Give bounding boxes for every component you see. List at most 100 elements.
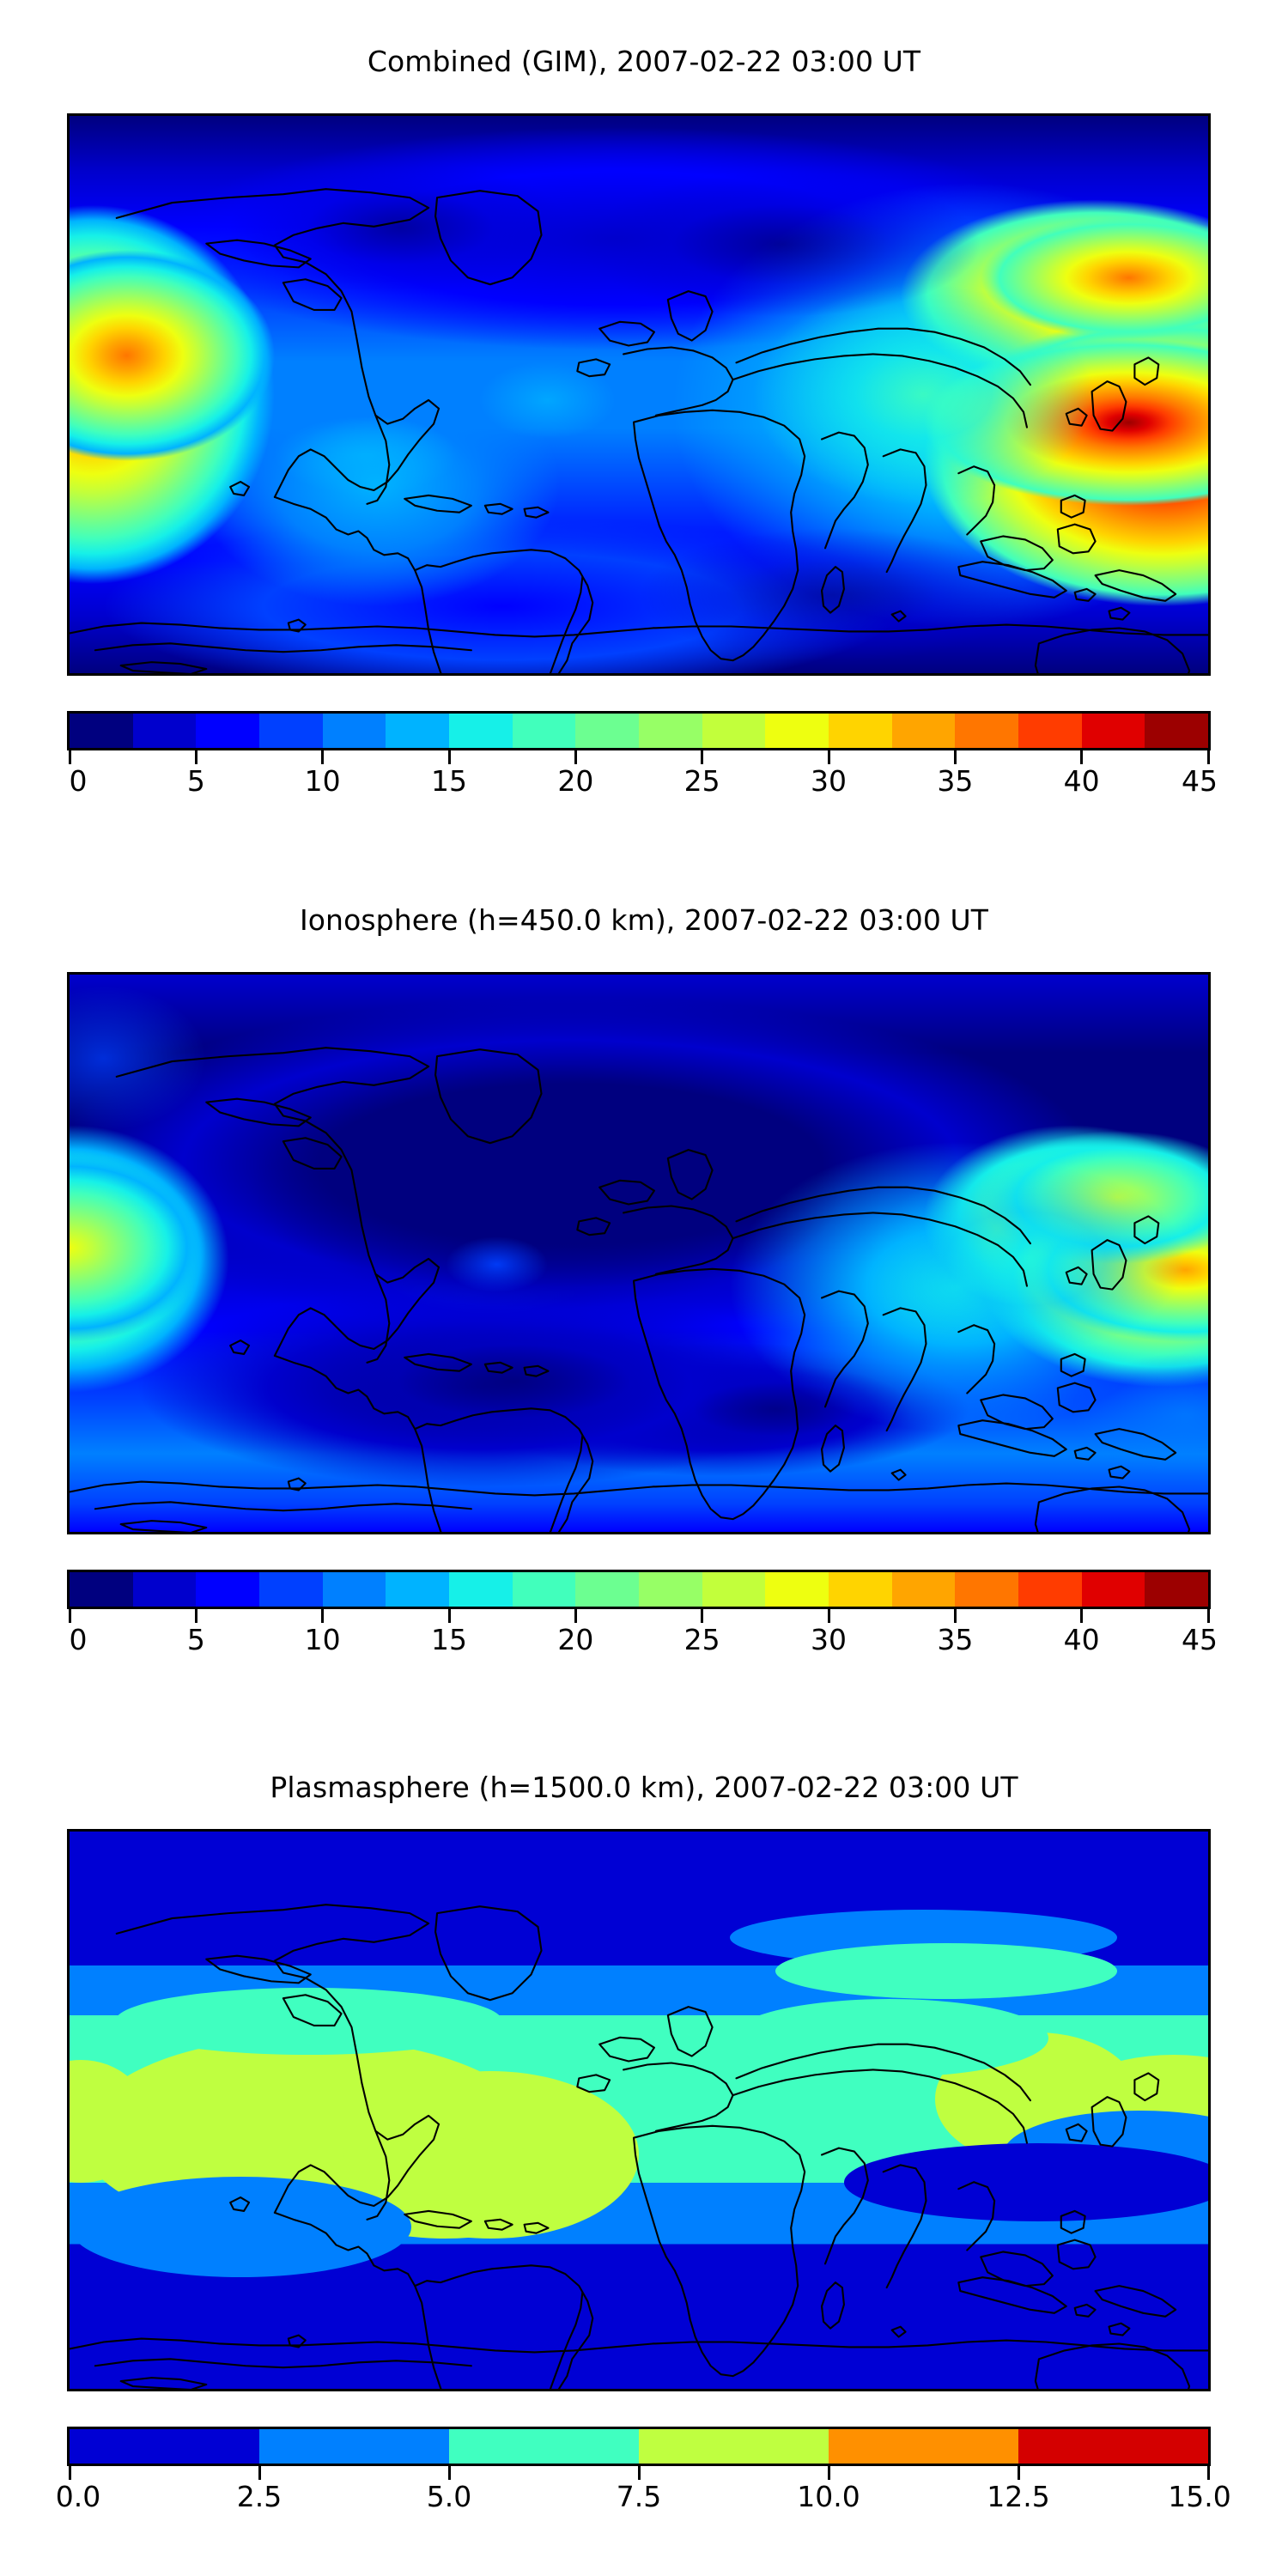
panel-title-combined: Combined (GIM), 2007-02-22 03:00 UT bbox=[367, 45, 921, 78]
colorbar-segment bbox=[259, 714, 323, 748]
colorbar-segment bbox=[449, 1572, 513, 1607]
colorbar-segment bbox=[829, 2429, 1018, 2464]
colorbar-segment bbox=[449, 714, 513, 748]
colorbar-tick bbox=[447, 2466, 451, 2480]
colorbar-tick-label: 15 bbox=[431, 764, 467, 798]
colorbar-tick-label: 5 bbox=[186, 764, 205, 798]
map-ionosphere bbox=[67, 972, 1211, 1534]
coastlines-combined bbox=[70, 116, 1208, 673]
colorbar-tick bbox=[447, 1609, 451, 1623]
tec-contours-ionosphere bbox=[70, 975, 1208, 1532]
colorbar-segment bbox=[639, 1572, 702, 1607]
colorbar-segment bbox=[891, 714, 956, 748]
colorbar-tick-label: 7.5 bbox=[616, 2480, 662, 2513]
panel-title-plasmasphere: Plasmasphere (h=1500.0 km), 2007-02-22 0… bbox=[270, 1771, 1018, 1804]
colorbar-tick bbox=[574, 750, 577, 764]
colorbar-segment bbox=[765, 714, 829, 748]
colorbar-tick bbox=[701, 750, 704, 764]
colorbar-tick-label: 12.5 bbox=[987, 2480, 1050, 2513]
map-plasmasphere bbox=[67, 1829, 1211, 2391]
colorbar-tick-label: 5 bbox=[186, 1623, 205, 1656]
colorbar-segment bbox=[70, 714, 133, 748]
colorbar-segment bbox=[196, 714, 260, 748]
colorbar-tick-label: 35 bbox=[937, 1623, 974, 1656]
colorbar-tick-label: 30 bbox=[811, 1623, 847, 1656]
colorbar-segment bbox=[1018, 714, 1082, 748]
colorbar-tick bbox=[574, 1609, 577, 1623]
colorbar-tick bbox=[827, 1609, 830, 1623]
colorbar-tick-label: 40 bbox=[1063, 1623, 1100, 1656]
colorbar-tick bbox=[637, 2466, 641, 2480]
colorbar-tick-label: 0 bbox=[69, 1623, 88, 1656]
colorbar-labels-plasmasphere: 0.0 2.5 5.0 7.5 10.0 12.5 15.0 bbox=[56, 2480, 1231, 2518]
colorbar-tick bbox=[321, 750, 325, 764]
colorbar-combined: 0 5 10 15 20 25 30 35 40 45 bbox=[67, 711, 1218, 802]
colorbar-tick-label: 10.0 bbox=[797, 2480, 860, 2513]
colorbar-tick bbox=[953, 1609, 957, 1623]
colorbar-segment bbox=[70, 1572, 133, 1607]
colorbar-segment bbox=[259, 2429, 449, 2464]
colorbar-tick bbox=[701, 1609, 704, 1623]
colorbar-tick-label: 15 bbox=[431, 1623, 467, 1656]
colorbar-tick-label: 10 bbox=[304, 764, 341, 798]
colorbar-segment bbox=[1018, 2429, 1208, 2464]
colorbar-segment bbox=[765, 1572, 829, 1607]
colorbar-tick-label: 15.0 bbox=[1168, 2480, 1231, 2513]
colorbar-segment bbox=[386, 1572, 450, 1607]
colorbar-tick bbox=[953, 750, 957, 764]
map-combined bbox=[67, 113, 1211, 676]
colorbar-tick-label: 40 bbox=[1063, 764, 1100, 798]
colorbar-gradient-plasmasphere bbox=[67, 2427, 1211, 2466]
colorbar-tick-label: 25 bbox=[683, 764, 720, 798]
coastlines-plasmasphere bbox=[70, 1832, 1208, 2389]
colorbar-segment bbox=[639, 2429, 829, 2464]
colorbar-segment bbox=[70, 2429, 259, 2464]
colorbar-tick-label: 2.5 bbox=[236, 2480, 283, 2513]
colorbar-ionosphere: 0 5 10 15 20 25 30 35 40 45 bbox=[67, 1570, 1218, 1661]
colorbar-tick-label: 20 bbox=[557, 764, 594, 798]
colorbar-segment bbox=[829, 714, 892, 748]
colorbar-segment bbox=[702, 1572, 766, 1607]
colorbar-tick bbox=[194, 1609, 197, 1623]
colorbar-tick bbox=[68, 2466, 71, 2480]
colorbar-tick bbox=[68, 1609, 71, 1623]
colorbar-tick bbox=[68, 750, 71, 764]
colorbar-gradient-ionosphere bbox=[67, 1570, 1211, 1609]
colorbar-segment bbox=[575, 714, 640, 748]
colorbar-segment bbox=[132, 1572, 197, 1607]
colorbar-gradient-combined bbox=[67, 711, 1211, 750]
colorbar-segment bbox=[1145, 1572, 1209, 1607]
colorbar-tick bbox=[827, 750, 830, 764]
colorbar-tick bbox=[1206, 1609, 1210, 1623]
colorbar-segment bbox=[891, 1572, 956, 1607]
colorbar-tick-label: 10 bbox=[304, 1623, 341, 1656]
colorbar-tick bbox=[258, 2466, 261, 2480]
colorbar-tick-label: 45 bbox=[1182, 1623, 1218, 1656]
colorbar-tick-label: 45 bbox=[1182, 764, 1218, 798]
colorbar-segment bbox=[955, 1572, 1019, 1607]
colorbar-tick-label: 25 bbox=[683, 1623, 720, 1656]
colorbar-segment bbox=[512, 714, 576, 748]
colorbar-segment bbox=[829, 1572, 892, 1607]
colorbar-ticks-ionosphere bbox=[67, 1609, 1211, 1623]
colorbar-tick-label: 30 bbox=[811, 764, 847, 798]
colorbar-segment bbox=[1081, 714, 1145, 748]
colorbar-tick bbox=[447, 750, 451, 764]
colorbar-tick bbox=[1206, 2466, 1210, 2480]
colorbar-segment bbox=[449, 2429, 639, 2464]
colorbar-segment bbox=[702, 714, 766, 748]
colorbar-tick bbox=[827, 2466, 830, 2480]
colorbar-segment bbox=[196, 1572, 260, 1607]
panel-ionosphere: Ionosphere (h=450.0 km), 2007-02-22 03:0… bbox=[0, 867, 1288, 1726]
colorbar-tick-label: 0.0 bbox=[55, 2480, 101, 2513]
panel-combined: Combined (GIM), 2007-02-22 03:00 UT bbox=[0, 0, 1288, 859]
colorbar-ticks-plasmasphere bbox=[67, 2466, 1211, 2480]
colorbar-tick bbox=[1080, 1609, 1084, 1623]
colorbar-tick bbox=[321, 1609, 325, 1623]
colorbar-segment bbox=[639, 714, 702, 748]
coastlines-ionosphere bbox=[70, 975, 1208, 1532]
colorbar-segment bbox=[512, 1572, 576, 1607]
colorbar-segment bbox=[386, 714, 450, 748]
colorbar-tick-label: 20 bbox=[557, 1623, 594, 1656]
